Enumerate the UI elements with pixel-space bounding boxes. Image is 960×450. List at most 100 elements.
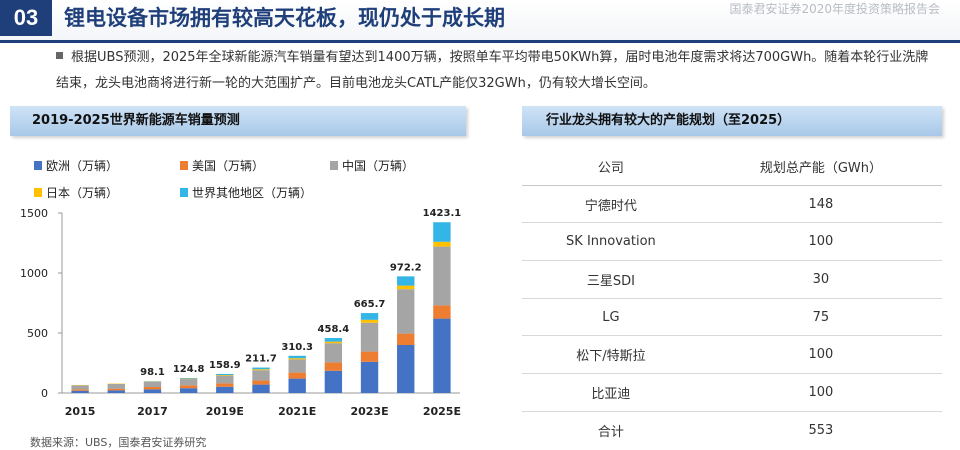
bar-segment [433,242,450,247]
bar-segment [433,305,450,318]
source-note: 数据来源：UBS，国泰君安证券研究 [30,434,206,450]
legend-label: 美国（万辆） [192,159,264,173]
legend-swatch [34,188,42,197]
y-tick-label: 1000 [20,267,48,280]
bar-segment [108,384,125,389]
bar-segment [433,222,450,242]
bar-segment [216,375,233,376]
legend-label: 日本（万辆） [46,186,118,200]
capacity-cell: 100 [700,223,942,261]
total-data-label: 310.3 [281,342,313,353]
bar-segment [252,368,269,370]
bar-segment [252,369,269,370]
y-tick-label: 500 [27,327,48,340]
bar-segment [361,320,378,323]
capacity-cell: 100 [700,374,942,412]
bar-segment [288,359,305,372]
bar-segment [252,385,269,393]
bar-segment [288,373,305,379]
bar-segment [361,313,378,320]
bar-segment [325,338,342,342]
company-cell: SK Innovation [522,223,700,261]
legend-label: 中国（万辆） [342,158,414,173]
bar-segment [180,388,197,393]
legend-swatch [180,188,188,197]
table-row: 比亚迪 100 [522,374,942,412]
bar-segment [325,342,342,344]
table-row: LG 75 [522,298,942,336]
x-tick-label: 2019E [206,405,244,418]
company-cell: 合计 [522,411,700,448]
table-header-row: 公司 规划总产能（GWh） [522,148,942,185]
bullet-paragraph: 根据UBS预测，2025年全球新能源汽车销量有望达到1400万辆，按照单车平均带… [56,45,932,97]
bar-segment [361,352,378,362]
bar-segment [180,379,197,385]
bar-segment [216,374,233,375]
bar-segment [325,343,342,362]
bar-segment [397,334,414,345]
square-bullet-icon [56,52,63,59]
bar-segment [180,385,197,388]
capacity-cell: 100 [700,336,942,374]
bar-segment [361,362,378,393]
bar-segment [71,389,88,390]
bar-segment [252,370,269,380]
legend-label: 欧洲（万辆） [46,159,118,173]
total-data-label: 1423.1 [423,208,462,219]
bar-segment [433,247,450,306]
bar-segment [397,289,414,333]
bar-segment [144,389,161,393]
legend-swatch [180,161,188,170]
table-row: 三星SDI 30 [522,261,942,299]
x-tick-label: 2023E [350,405,388,418]
bar-segment [397,345,414,393]
legend-label: 世界其他地区（万辆） [192,186,312,200]
bar-segment [252,380,269,384]
bar-segment [216,387,233,393]
x-tick-label: 2025E [423,405,461,418]
bar-segment [216,383,233,386]
capacity-table: 公司 规划总产能（GWh） 宁德时代 148 SK Innovation 100… [522,148,942,449]
column-header-capacity: 规划总产能（GWh） [700,148,942,185]
company-cell: LG [522,298,700,336]
bar-segment [397,286,414,290]
capacity-cell: 553 [700,411,942,448]
capacity-cell: 30 [700,261,942,299]
report-name: 国泰君安证券2020年度投资策略报告会 [729,0,940,17]
chart-panel-title: 2019-2025世界新能源车销量预测 [10,106,466,136]
company-cell: 松下/特斯拉 [522,336,700,374]
bar-segment [144,387,161,389]
bullet-text: 根据UBS预测，2025年全球新能源汽车销量有望达到1400万辆，按照单车平均带… [56,50,928,91]
bar-segment [71,391,88,393]
table-row: 松下/特斯拉 100 [522,336,942,374]
bar-segment [216,376,233,384]
company-cell: 三星SDI [522,261,700,299]
header-bar: 03 锂电设备市场拥有较高天花板，现仍处于成长期 国泰君安证券2020年度投资策… [0,0,960,43]
table-row: SK Innovation 100 [522,223,942,261]
total-data-label: 211.7 [245,354,277,365]
section-number: 03 [0,0,52,36]
bar-segment [71,385,88,389]
page-title: 锂电设备市场拥有较高天花板，现仍处于成长期 [64,2,505,32]
bar-segment [108,390,125,393]
bar-segment [288,356,305,358]
table-panel-title: 行业龙头拥有较大的产能规划（至2025） [522,106,942,136]
bar-segment [433,319,450,393]
bar-segment [325,371,342,393]
bar-segment [144,382,161,387]
column-header-company: 公司 [522,148,700,185]
capacity-cell: 148 [700,185,942,223]
bar-segment [288,358,305,359]
y-tick-label: 1500 [20,207,48,220]
total-data-label: 458.4 [318,324,350,335]
total-data-label: 98.1 [140,367,165,378]
bar-segment [325,362,342,370]
total-data-label: 972.2 [390,262,422,273]
bar-segment [108,389,125,391]
bar-segment [180,378,197,379]
table-row: 宁德时代 148 [522,185,942,223]
x-tick-label: 2017 [137,405,168,418]
legend-swatch [330,161,338,170]
table-total-row: 合计 553 [522,411,942,448]
